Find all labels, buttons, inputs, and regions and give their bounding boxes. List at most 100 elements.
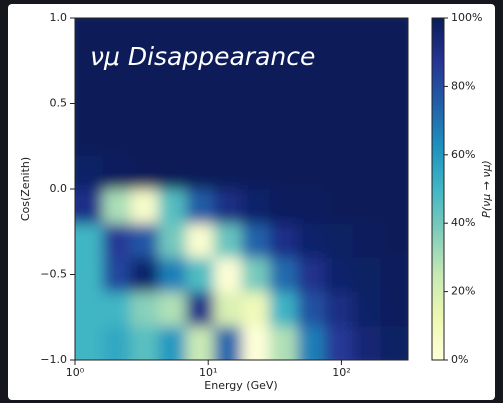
- heatmap-cell: [213, 120, 243, 156]
- heatmap-cell: [324, 291, 353, 327]
- heatmap-cell: [102, 52, 132, 87]
- heatmap-cell: [269, 86, 298, 122]
- heatmap-cell: [75, 52, 104, 87]
- heatmap-cell: [185, 18, 215, 53]
- heatmap-cell: [241, 154, 270, 190]
- heatmap-cell: [75, 120, 104, 156]
- heatmap-cell: [75, 257, 104, 293]
- heatmap-cell: [269, 291, 298, 327]
- heatmap-cell: [130, 189, 159, 224]
- y-tick-label: −1.0: [40, 353, 67, 366]
- heatmap-cell: [75, 291, 104, 327]
- heatmap-cell: [241, 189, 270, 224]
- heatmap-cell: [102, 325, 132, 360]
- heatmap-cell: [130, 52, 159, 87]
- heatmap-cell: [185, 189, 215, 224]
- heatmap-cell: [324, 154, 353, 190]
- heatmap-cell: [297, 291, 326, 327]
- heatmap-cell: [158, 189, 187, 224]
- heatmap-cell: [380, 223, 408, 258]
- heatmap-cell: [269, 52, 298, 87]
- heatmap-cell: [241, 291, 270, 327]
- heatmap-cell: [102, 291, 132, 327]
- heatmap-cell: [241, 223, 270, 258]
- heatmap-cell: [380, 154, 408, 190]
- y-tick-label: 1.0: [50, 11, 68, 24]
- heatmap-cell: [185, 154, 215, 190]
- heatmap-cell: [297, 18, 326, 53]
- heatmap-cell: [213, 257, 243, 293]
- heatmap-cell: [269, 18, 298, 53]
- heatmap-cell: [185, 52, 215, 87]
- heatmap-cell: [380, 120, 408, 156]
- heatmap-cell: [352, 154, 381, 190]
- heatmap-cell: [75, 325, 104, 360]
- colorbar-tick-label: 20%: [451, 285, 475, 298]
- heatmap-cell: [269, 223, 298, 258]
- heatmap-cell: [324, 120, 353, 156]
- heatmap-cell: [130, 325, 159, 360]
- heatmap-cell: [213, 154, 243, 190]
- heatmap-cell: [269, 120, 298, 156]
- heatmap-cell: [297, 52, 326, 87]
- heatmap-cell: [352, 86, 381, 122]
- heatmap-cell: [269, 257, 298, 293]
- heatmap-cell: [102, 18, 132, 53]
- colorbar-tick-label: 0%: [451, 353, 468, 366]
- heatmap-cell: [75, 86, 104, 122]
- heatmap-cell: [130, 18, 159, 53]
- heatmap-cell: [102, 154, 132, 190]
- heatmap-cell: [297, 189, 326, 224]
- heatmap-cell: [241, 120, 270, 156]
- heatmap-cell: [297, 154, 326, 190]
- y-axis-label: Cos(Zenith): [19, 157, 32, 221]
- heatmap-cell: [324, 223, 353, 258]
- heatmap-cell: [297, 86, 326, 122]
- heatmap-cell: [185, 325, 215, 360]
- heatmap-cell: [297, 120, 326, 156]
- annotation-title: νμ Disappearance: [90, 42, 315, 71]
- heatmap-cell: [158, 18, 187, 53]
- heatmap-cell: [158, 291, 187, 327]
- heatmap-cell: [297, 257, 326, 293]
- heatmap-cell: [241, 257, 270, 293]
- heatmap-cell: [213, 291, 243, 327]
- colorbar-tick-label: 40%: [451, 216, 475, 229]
- heatmap-cell: [297, 223, 326, 258]
- heatmap-cell: [213, 18, 243, 53]
- heatmap-cell: [158, 86, 187, 122]
- heatmap-cell: [241, 325, 270, 360]
- heatmap-cell: [352, 18, 381, 53]
- heatmap-cell: [213, 223, 243, 258]
- heatmap-cell: [297, 325, 326, 360]
- heatmap-cell: [130, 257, 159, 293]
- heatmap-cell: [102, 189, 132, 224]
- heatmap-cell: [380, 52, 408, 87]
- heatmap-cell: [130, 291, 159, 327]
- heatmap-cell: [185, 86, 215, 122]
- heatmap-cell: [380, 86, 408, 122]
- heatmap: [75, 18, 408, 360]
- heatmap-cell: [75, 154, 104, 190]
- heatmap-cell: [158, 120, 187, 156]
- heatmap-cell: [324, 52, 353, 87]
- heatmap-cell: [324, 257, 353, 293]
- heatmap-cell: [102, 223, 132, 258]
- heatmap-cell: [75, 189, 104, 224]
- heatmap-cell: [185, 257, 215, 293]
- x-axis-label: Energy (GeV): [204, 379, 277, 392]
- heatmap-cell: [185, 223, 215, 258]
- x-tick-label: 10¹: [199, 366, 217, 379]
- colorbar-tick-label: 80%: [451, 79, 475, 92]
- heatmap-cell: [324, 325, 353, 360]
- heatmap-cell: [158, 257, 187, 293]
- heatmap-cell: [130, 154, 159, 190]
- heatmap-cell: [213, 52, 243, 87]
- heatmap-cell: [352, 257, 381, 293]
- heatmap-cell: [158, 223, 187, 258]
- heatmap-cell: [158, 52, 187, 87]
- heatmap-cell: [380, 18, 408, 53]
- heatmap-cell: [352, 223, 381, 258]
- heatmap-cell: [130, 120, 159, 156]
